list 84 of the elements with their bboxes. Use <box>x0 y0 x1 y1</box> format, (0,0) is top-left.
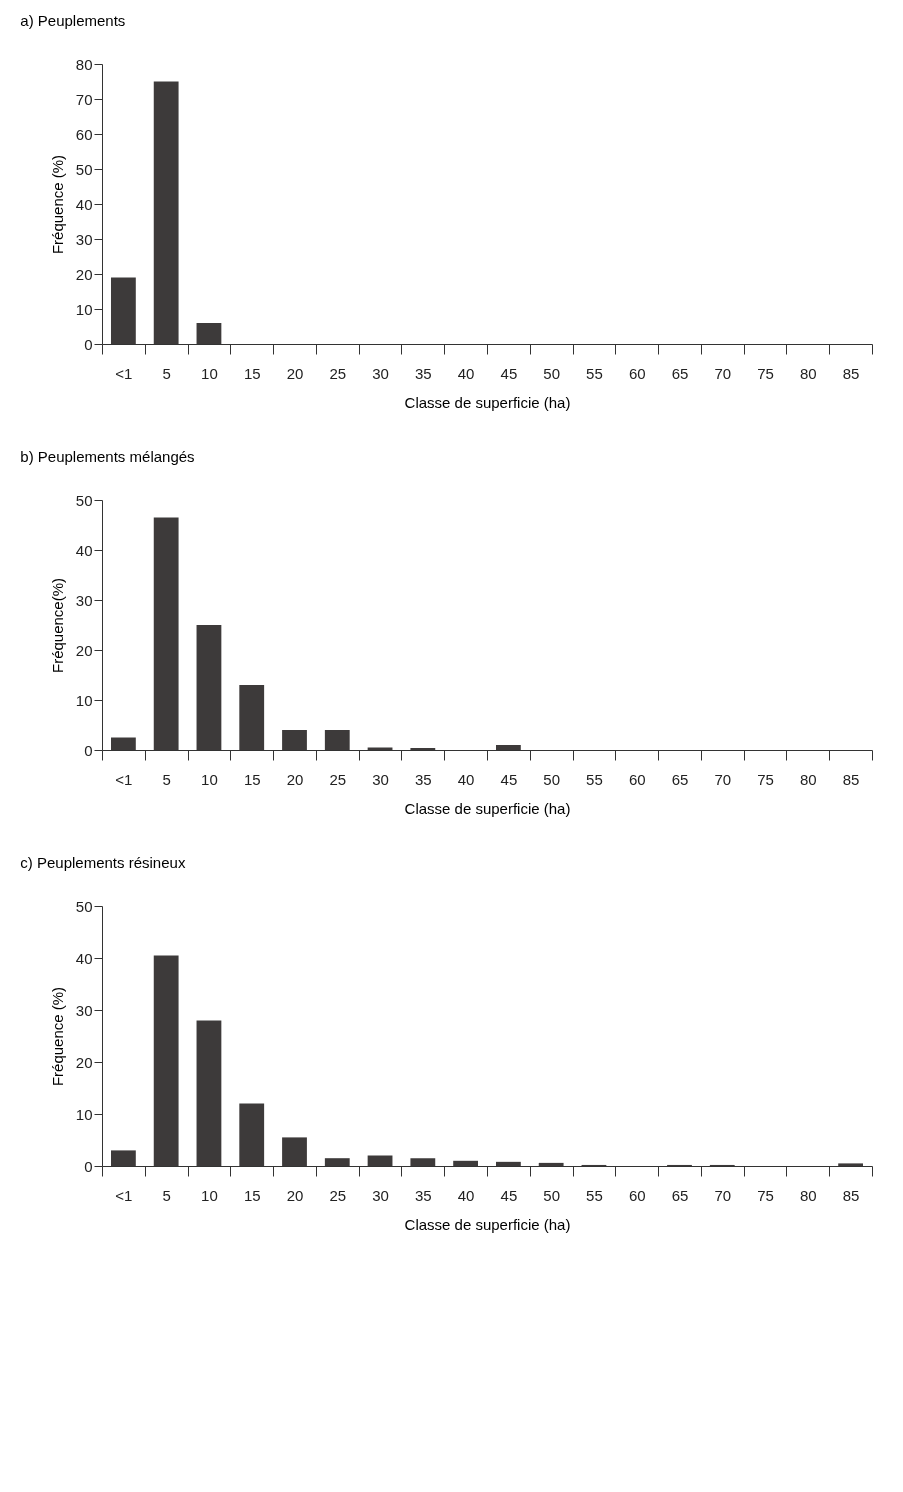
y-tick-label: 50 <box>75 897 93 915</box>
y-tick-label: 30 <box>75 230 93 248</box>
x-tick-label: 40 <box>457 770 475 788</box>
x-tick-label: 70 <box>714 364 732 382</box>
x-tick-label: 5 <box>162 770 171 788</box>
y-tick-label: 0 <box>84 1157 93 1175</box>
x-tick-label: 45 <box>500 1186 518 1204</box>
chart-title: b) Peuplements mélangés <box>20 448 195 465</box>
x-tick-label: 30 <box>372 1186 389 1204</box>
x-tick-label: 75 <box>757 364 774 382</box>
x-tick-label: 10 <box>201 770 218 788</box>
x-tick-label: 15 <box>243 770 261 788</box>
x-tick-label: 35 <box>414 364 432 382</box>
y-tick-label: 20 <box>75 641 93 659</box>
y-axis-title: Fréquence (%) <box>48 154 66 255</box>
x-tick-label: 80 <box>799 1186 817 1204</box>
x-tick-label: 10 <box>201 1186 218 1204</box>
x-tick-label: 15 <box>243 364 261 382</box>
y-tick-label: 0 <box>84 335 93 353</box>
x-tick-label: 75 <box>757 770 774 788</box>
x-axis-title: Classe de superficie (ha) <box>404 799 571 817</box>
x-tick-label: 50 <box>543 1186 561 1204</box>
x-tick-label: <1 <box>115 1186 133 1204</box>
x-tick-label: 80 <box>799 770 817 788</box>
chart-title: c) Peuplements résineux <box>20 854 186 871</box>
x-tick-label: 35 <box>414 770 432 788</box>
x-tick-label: 30 <box>372 770 389 788</box>
y-tick-label: 60 <box>75 125 93 143</box>
x-tick-label: 20 <box>286 364 304 382</box>
x-axis-title: Classe de superficie (ha) <box>404 1215 571 1233</box>
x-tick-label: 10 <box>201 364 218 382</box>
x-tick-label: 80 <box>799 364 817 382</box>
x-tick-label: 5 <box>162 364 171 382</box>
x-tick-label: 60 <box>628 1186 646 1204</box>
y-tick-label: 10 <box>75 300 93 318</box>
chart-title: a) Peuplements <box>20 12 126 29</box>
x-tick-label: 65 <box>671 1186 689 1204</box>
y-tick-label: 30 <box>75 591 93 609</box>
x-tick-label: 65 <box>671 364 689 382</box>
x-tick-label: 35 <box>414 1186 432 1204</box>
x-tick-label: 60 <box>628 364 646 382</box>
y-tick-label: 20 <box>75 265 93 283</box>
x-tick-label: 15 <box>243 1186 261 1204</box>
x-tick-label: 75 <box>757 1186 774 1204</box>
y-tick-label: 80 <box>75 55 93 73</box>
y-tick-label: 30 <box>75 1001 93 1019</box>
y-tick-label: 0 <box>84 741 93 759</box>
x-tick-label: 30 <box>372 364 389 382</box>
x-tick-label: 25 <box>329 364 347 382</box>
y-tick-label: 40 <box>75 541 93 559</box>
y-tick-label: 50 <box>75 160 93 178</box>
x-tick-label: 55 <box>586 770 603 788</box>
x-tick-label: 85 <box>842 364 860 382</box>
x-tick-label: 20 <box>286 770 304 788</box>
x-tick-label: 85 <box>842 1186 860 1204</box>
x-tick-label: 50 <box>543 770 561 788</box>
y-tick-label: 50 <box>75 491 93 509</box>
y-tick-label: 40 <box>75 195 93 213</box>
x-tick-label: 55 <box>586 1186 603 1204</box>
x-tick-label: 45 <box>500 364 518 382</box>
x-tick-label: 65 <box>671 770 689 788</box>
x-tick-label: 20 <box>286 1186 304 1204</box>
x-tick-label: 70 <box>714 1186 732 1204</box>
x-tick-label: 50 <box>543 364 561 382</box>
x-tick-label: 60 <box>628 770 646 788</box>
x-tick-label: <1 <box>115 364 133 382</box>
y-tick-label: 40 <box>75 949 93 967</box>
x-axis-title: Classe de superficie (ha) <box>404 393 571 411</box>
y-axis-title: Fréquence (%) <box>48 986 66 1087</box>
x-tick-label: 45 <box>500 770 518 788</box>
x-tick-label: 25 <box>329 1186 347 1204</box>
x-tick-label: 25 <box>329 770 347 788</box>
x-tick-label: <1 <box>115 770 133 788</box>
y-axis-title: Fréquence(%) <box>48 577 66 674</box>
y-tick-label: 10 <box>75 1105 93 1123</box>
y-tick-label: 70 <box>75 90 93 108</box>
x-tick-label: 40 <box>457 364 475 382</box>
x-tick-label: 40 <box>457 1186 475 1204</box>
x-tick-label: 55 <box>586 364 603 382</box>
x-tick-label: 5 <box>162 1186 171 1204</box>
y-tick-label: 20 <box>75 1053 93 1071</box>
x-tick-label: 85 <box>842 770 860 788</box>
y-tick-label: 10 <box>75 691 93 709</box>
x-tick-label: 70 <box>714 770 732 788</box>
